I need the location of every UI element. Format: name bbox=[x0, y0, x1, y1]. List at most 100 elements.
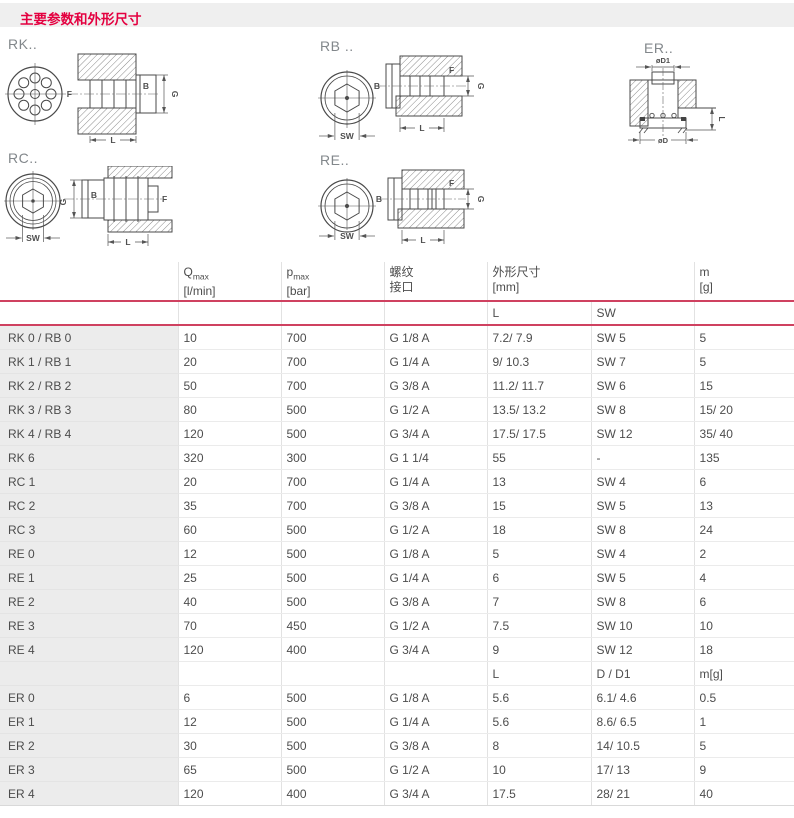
dimensions-label: 外形尺寸 bbox=[492, 265, 541, 279]
row-label-cell: RE 3 bbox=[0, 613, 178, 638]
table-cell: D / D1 bbox=[590, 661, 695, 686]
diagram-rc-label: RC.. bbox=[8, 150, 38, 166]
diagram-rb: RB .. SW bbox=[316, 38, 488, 146]
rk-dim-g-label: G bbox=[170, 91, 180, 98]
rc-dim-b-label: B bbox=[91, 190, 97, 200]
col-header-pmax: pmax [bar] bbox=[280, 262, 384, 302]
mass-unit: [g] bbox=[699, 280, 713, 294]
rb-dim-sw-label: SW bbox=[340, 131, 355, 141]
table-cell: G 1/2 A bbox=[383, 613, 487, 638]
table-row: RE 3 70 450 G 1/2 A 7.5 SW 10 10 bbox=[0, 613, 794, 638]
table-cell: 500 bbox=[280, 541, 384, 566]
table-cell: 500 bbox=[280, 421, 384, 446]
diagram-rk-label: RK.. bbox=[8, 36, 38, 52]
row-label-cell: ER 4 bbox=[0, 781, 178, 806]
rb-dim-l-label: L bbox=[419, 123, 424, 133]
table-cell: 1 bbox=[693, 709, 794, 734]
table-cell: G 1/4 A bbox=[383, 349, 487, 374]
table-cell: 40 bbox=[177, 589, 281, 614]
table-row: ER 1 12 500 G 1/4 A 5.6 8.6/ 6.5 1 bbox=[0, 709, 794, 734]
re-dim-f-label: F bbox=[449, 178, 454, 188]
table-cell: 24 bbox=[693, 517, 794, 542]
rc-dim-f-label: F bbox=[162, 194, 167, 204]
table-cell: 15 bbox=[486, 493, 591, 518]
table-cell bbox=[383, 661, 487, 686]
table-cell: 6 bbox=[693, 469, 794, 494]
table-cell: 500 bbox=[280, 709, 384, 734]
re-dim-b-label: B bbox=[376, 194, 382, 204]
table-cell: 4 bbox=[693, 565, 794, 590]
table-cell: 500 bbox=[280, 565, 384, 590]
col-header-empty bbox=[0, 262, 178, 302]
re-dim-g-label: G bbox=[476, 196, 486, 203]
table-cell: 8.6/ 6.5 bbox=[590, 709, 695, 734]
table-cell: G 1 1/4 bbox=[383, 445, 487, 470]
table-cell: 300 bbox=[280, 445, 384, 470]
table-cell: G 1/8 A bbox=[383, 685, 487, 710]
er-dim-l-label: L bbox=[717, 116, 727, 121]
rk-dim-l-label: L bbox=[110, 135, 115, 144]
thread-label-line1: 螺纹 bbox=[389, 265, 414, 279]
table-body: RK 0 / RB 0 10 700 G 1/8 A 7.2/ 7.9 SW 5 5 RK 1… bbox=[0, 325, 794, 806]
table-cell: 500 bbox=[280, 685, 384, 710]
table-cell: 11.2/ 11.7 bbox=[486, 373, 591, 398]
table-cell: 500 bbox=[280, 517, 384, 542]
title-bar: 主要参数和外形尺寸 bbox=[0, 3, 794, 27]
row-label-cell: RC 3 bbox=[0, 517, 178, 542]
table-cell: 17.5 bbox=[486, 781, 591, 806]
row-label-cell: RE 0 bbox=[0, 541, 178, 566]
table-row: ER 3 65 500 G 1/2 A 10 17/ 13 9 bbox=[0, 757, 794, 782]
table-cell: 5 bbox=[693, 349, 794, 374]
row-label-cell: RK 3 / RB 3 bbox=[0, 397, 178, 422]
rk-dim-b-label: B bbox=[143, 81, 149, 91]
parameters-table-wrap: Qmax [l/min] pmax [bar] 螺纹 接口 外形尺寸 [mm] m [g]… bbox=[0, 262, 794, 806]
row-label-cell: RK 4 / RB 4 bbox=[0, 421, 178, 446]
er-drawing: øD1 L øD bbox=[628, 56, 727, 145]
table-cell: m[g] bbox=[693, 661, 794, 686]
table-cell: 400 bbox=[280, 781, 384, 806]
table-cell: 7 bbox=[486, 589, 591, 614]
rb-dim-g-label: G bbox=[476, 83, 486, 90]
qmax-subscript: max bbox=[192, 271, 209, 282]
table-cell: 700 bbox=[280, 325, 384, 350]
table-cell: 15/ 20 bbox=[693, 397, 794, 422]
table-cell: 7.2/ 7.9 bbox=[486, 325, 591, 350]
row-label-cell: ER 1 bbox=[0, 709, 178, 734]
rk-section-view: F B G L bbox=[67, 53, 180, 144]
row-label-cell: ER 2 bbox=[0, 733, 178, 758]
table-cell: 20 bbox=[177, 349, 281, 374]
dimensions-unit: [mm] bbox=[492, 280, 520, 294]
mass-symbol: m bbox=[699, 265, 710, 279]
table-cell: 5 bbox=[693, 325, 794, 350]
table-cell: 25 bbox=[177, 565, 281, 590]
re-drawing: SW B F G L bbox=[318, 169, 486, 245]
table-cell: 700 bbox=[280, 493, 384, 518]
table-cell: G 3/8 A bbox=[383, 373, 487, 398]
rc-front-view: SW bbox=[4, 171, 62, 243]
rb-front-view: SW bbox=[318, 70, 376, 141]
diagram-re: RE.. SW bbox=[316, 152, 488, 256]
table-cell: 14/ 10.5 bbox=[590, 733, 695, 758]
diagram-re-label: RE.. bbox=[320, 152, 350, 168]
rc-drawing: SW G B F L bbox=[4, 166, 173, 247]
table-cell: 700 bbox=[280, 469, 384, 494]
row-label-cell: ER 0 bbox=[0, 685, 178, 710]
table-cell: 6 bbox=[177, 685, 281, 710]
table-cell: 35 bbox=[177, 493, 281, 518]
row-label-cell: RK 2 / RB 2 bbox=[0, 373, 178, 398]
pmax-subscript: max bbox=[293, 271, 310, 282]
table-cell: 13.5/ 13.2 bbox=[486, 397, 591, 422]
table-cell: 320 bbox=[177, 445, 281, 470]
table-row: RE 4 120 400 G 3/4 A 9 SW 12 18 bbox=[0, 637, 794, 662]
rb-dim-b-label: B bbox=[374, 81, 380, 91]
table-cell: 10 bbox=[177, 325, 281, 350]
row-label-cell: RK 1 / RB 1 bbox=[0, 349, 178, 374]
subheader-empty bbox=[383, 301, 487, 326]
rb-dim-f-label: F bbox=[449, 65, 454, 75]
table-cell: G 1/2 A bbox=[383, 517, 487, 542]
table-cell: G 1/4 A bbox=[383, 565, 487, 590]
